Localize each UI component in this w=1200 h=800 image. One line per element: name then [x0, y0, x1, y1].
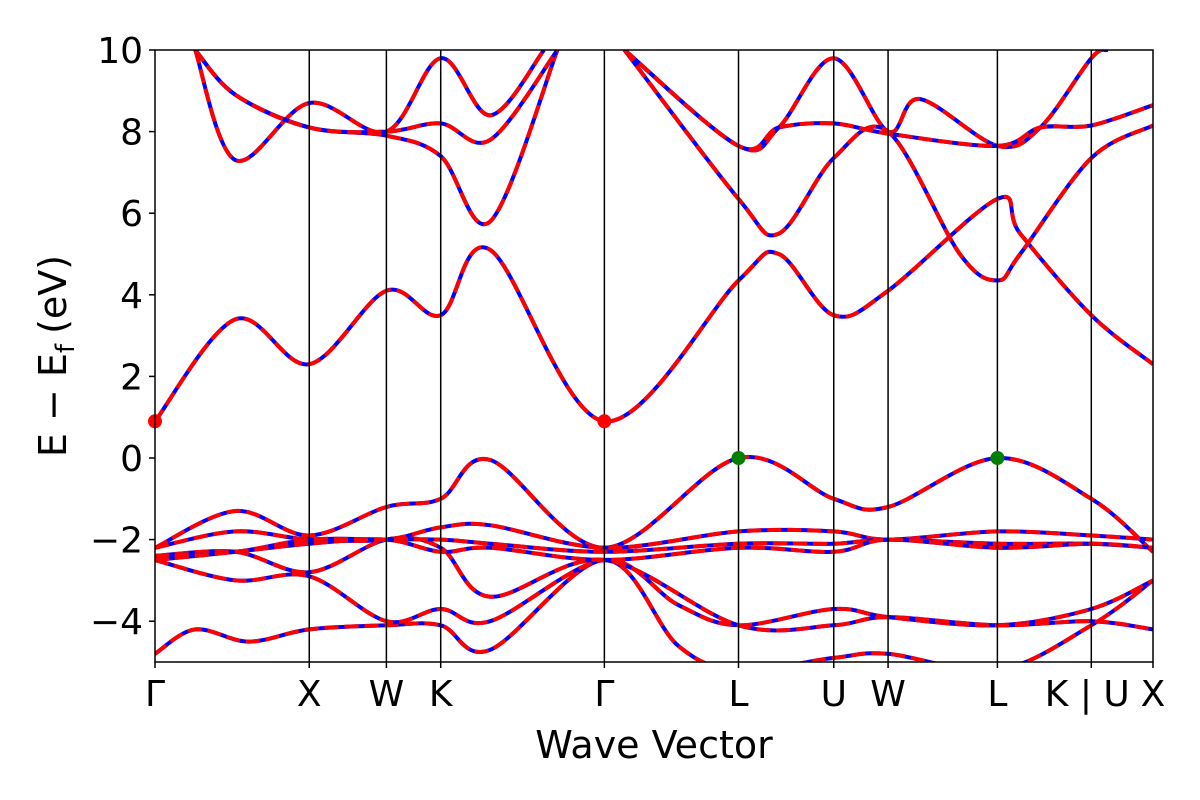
band-10-solid-line	[193, 50, 560, 227]
band-11-dashed-line	[193, 50, 560, 145]
band-8-solid-line	[155, 194, 1153, 424]
x-tick-label: W	[870, 674, 906, 715]
band-9-dashed-line	[193, 50, 546, 163]
bands-layer	[155, 50, 1153, 662]
band-12-dashed-line	[623, 50, 1109, 153]
k-point-lines	[308, 50, 1093, 662]
y-tick-label: 4	[120, 276, 143, 317]
band-13-dashed-line	[622, 50, 1153, 283]
x-axis-label: Wave Vector	[535, 723, 773, 767]
band-8-dashed-line	[155, 194, 1153, 424]
y-tick-label: −2	[90, 521, 143, 562]
y-tick-label: 10	[97, 31, 143, 72]
x-tick-label: U	[821, 674, 847, 715]
y-tick-label: 8	[120, 113, 143, 154]
y-axis-label-unit: (eV)	[31, 255, 75, 334]
x-tick-label: X	[297, 674, 322, 715]
y-tick-label: 2	[120, 357, 143, 398]
y-axis-ticks: −4 −2 0 2 4 6 8 10	[90, 31, 155, 643]
plot-frame	[154, 49, 1154, 663]
band-9-solid-line	[193, 50, 546, 163]
band-edge-marker	[597, 414, 612, 429]
band-edge-marker	[731, 451, 746, 465]
x-tick-label: X	[1141, 674, 1166, 715]
x-tick-label: W	[369, 674, 405, 715]
y-axis-label: E − Ef (eV)	[31, 255, 81, 457]
band-edge-marker	[990, 451, 1005, 465]
x-tick-label: Γ	[594, 674, 614, 715]
y-tick-label: −4	[90, 602, 143, 643]
band-edge-markers	[148, 414, 1005, 465]
y-tick-label: 0	[120, 439, 143, 480]
y-axis-label-subscript: f	[51, 343, 81, 353]
x-tick-label: K | U	[1045, 674, 1130, 715]
y-axis-label-main: E − E	[31, 353, 75, 457]
x-tick-label: L	[728, 674, 748, 715]
band-1-dashed-line	[155, 557, 1153, 662]
y-tick-label: 6	[120, 194, 143, 235]
x-tick-label: Γ	[145, 674, 165, 715]
x-tick-label: K	[429, 674, 454, 715]
x-tick-label: L	[987, 674, 1007, 715]
